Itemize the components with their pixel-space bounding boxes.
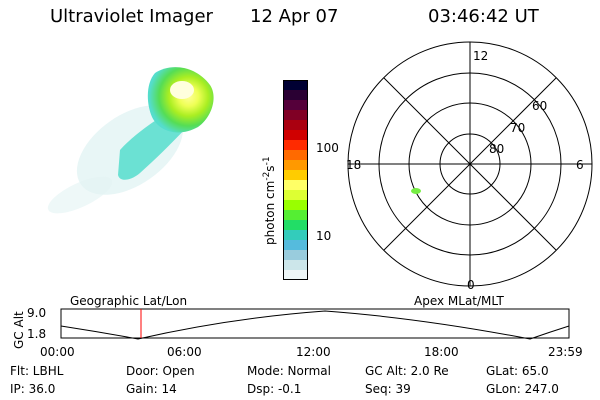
info-door: Door: Open — [126, 364, 195, 378]
colorbar-swatch — [283, 230, 308, 241]
altitude-timeline — [60, 308, 570, 340]
colorbar-swatch — [283, 240, 308, 251]
colorbar-swatch — [283, 100, 308, 111]
info-seq: Seq: 39 — [365, 382, 411, 396]
colorbar-tick-100: 100 — [316, 141, 339, 155]
colorbar-tick-10: 10 — [316, 229, 332, 243]
colorbar-swatch — [283, 260, 308, 271]
info-ip: IP: 36.0 — [10, 382, 56, 396]
lat-label-80: 80 — [489, 142, 504, 156]
colorbar-swatch — [283, 210, 308, 221]
mlt-label-0: 0 — [467, 278, 475, 292]
altitude-curve — [60, 310, 570, 340]
lat-label-70: 70 — [510, 121, 525, 135]
info-glon: GLon: 247.0 — [486, 382, 559, 396]
auroral-image — [47, 67, 214, 214]
mlt-label-6: 6 — [576, 158, 584, 172]
colorbar-swatch — [283, 200, 308, 211]
timeline-right-title: Apex MLat/MLT — [414, 294, 504, 308]
colorbar-swatch — [283, 160, 308, 171]
colorbar-swatch — [283, 80, 308, 91]
colorbar-swatch — [283, 180, 308, 191]
timeline-axis-label: GC Alt — [12, 311, 26, 349]
info-glat: GLat: 65.0 — [486, 364, 549, 378]
timeline-tick-1200: 12:00 — [296, 345, 331, 359]
date-label: 12 Apr 07 — [250, 6, 339, 27]
colorbar-unit-label: photon cm-2s-1 — [262, 156, 277, 245]
colorbar-swatch — [283, 90, 308, 101]
mlt-label-12: 12 — [473, 49, 488, 63]
instrument-title: Ultraviolet Imager — [50, 6, 213, 27]
info-gc-alt: GC Alt: 2.0 Re — [365, 364, 449, 378]
polar-aurora-dot — [411, 188, 421, 194]
colorbar-swatch — [283, 130, 308, 141]
info-mode: Mode: Normal — [247, 364, 331, 378]
timeline-tick-0600: 06:00 — [167, 345, 202, 359]
colorbar-swatch — [283, 170, 308, 181]
lat-label-60: 60 — [532, 99, 547, 113]
colorbar-swatch — [283, 270, 308, 280]
aurora-main-blob — [147, 67, 214, 133]
polar-plot: 12 18 6 0 60 70 80 — [346, 41, 593, 292]
colorbar-frame — [283, 80, 308, 280]
timeline-frame — [60, 308, 570, 339]
timeline-tick-1800: 18:00 — [424, 345, 459, 359]
colorbar-swatch — [283, 120, 308, 131]
info-dsp: Dsp: -0.1 — [247, 382, 302, 396]
timeline-tick-0000: 00:00 — [40, 345, 75, 359]
color-bar — [283, 80, 308, 280]
time-label: 03:46:42 UT — [428, 6, 539, 27]
timeline-left-title: Geographic Lat/Lon — [70, 294, 188, 308]
colorbar-swatch — [283, 250, 308, 261]
colorbar-swatch — [283, 220, 308, 231]
aurora-bright-core — [170, 81, 194, 99]
timeline-tick-2359: 23:59 — [548, 345, 583, 359]
colorbar-swatch — [283, 110, 308, 121]
timeline-y-top: 9.0 — [27, 306, 47, 320]
colorbar-swatch — [283, 150, 308, 161]
info-gain: Gain: 14 — [126, 382, 177, 396]
colorbar-swatch — [283, 140, 308, 151]
mlt-label-18: 18 — [346, 158, 361, 172]
polar-axis-diagonal-b — [383, 77, 557, 251]
info-filter: Flt: LBHL — [10, 364, 64, 378]
colorbar-swatch — [283, 190, 308, 201]
timeline-y-bottom: 1.8 — [27, 327, 47, 341]
